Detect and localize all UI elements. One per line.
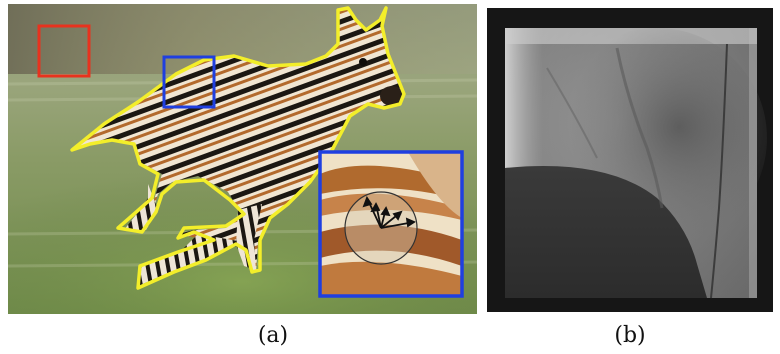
zebra-photo-panel [8,4,477,314]
xray-panel [487,8,773,312]
zebra-eye [359,58,367,66]
magnified-inset-frame [318,150,464,298]
zebra-muzzle [380,86,404,106]
background-sample-box [37,24,91,78]
catheter-line [710,43,728,299]
gradient-vector-arrows [362,196,416,229]
xray-right-edge [749,28,757,298]
vessel-line [615,47,664,209]
caption-a: (a) [257,323,289,348]
zebra-sample-box [162,55,216,109]
zebra-front-leg [236,204,262,270]
magnified-inset [320,152,462,296]
vessel-branch [546,67,598,159]
zebra-hind-leg-lower [138,234,244,286]
caption-b: (b) [614,323,646,348]
zebra-body [72,8,404,272]
diaphragm-shadow [505,166,707,298]
segmentation-outline [70,6,406,290]
